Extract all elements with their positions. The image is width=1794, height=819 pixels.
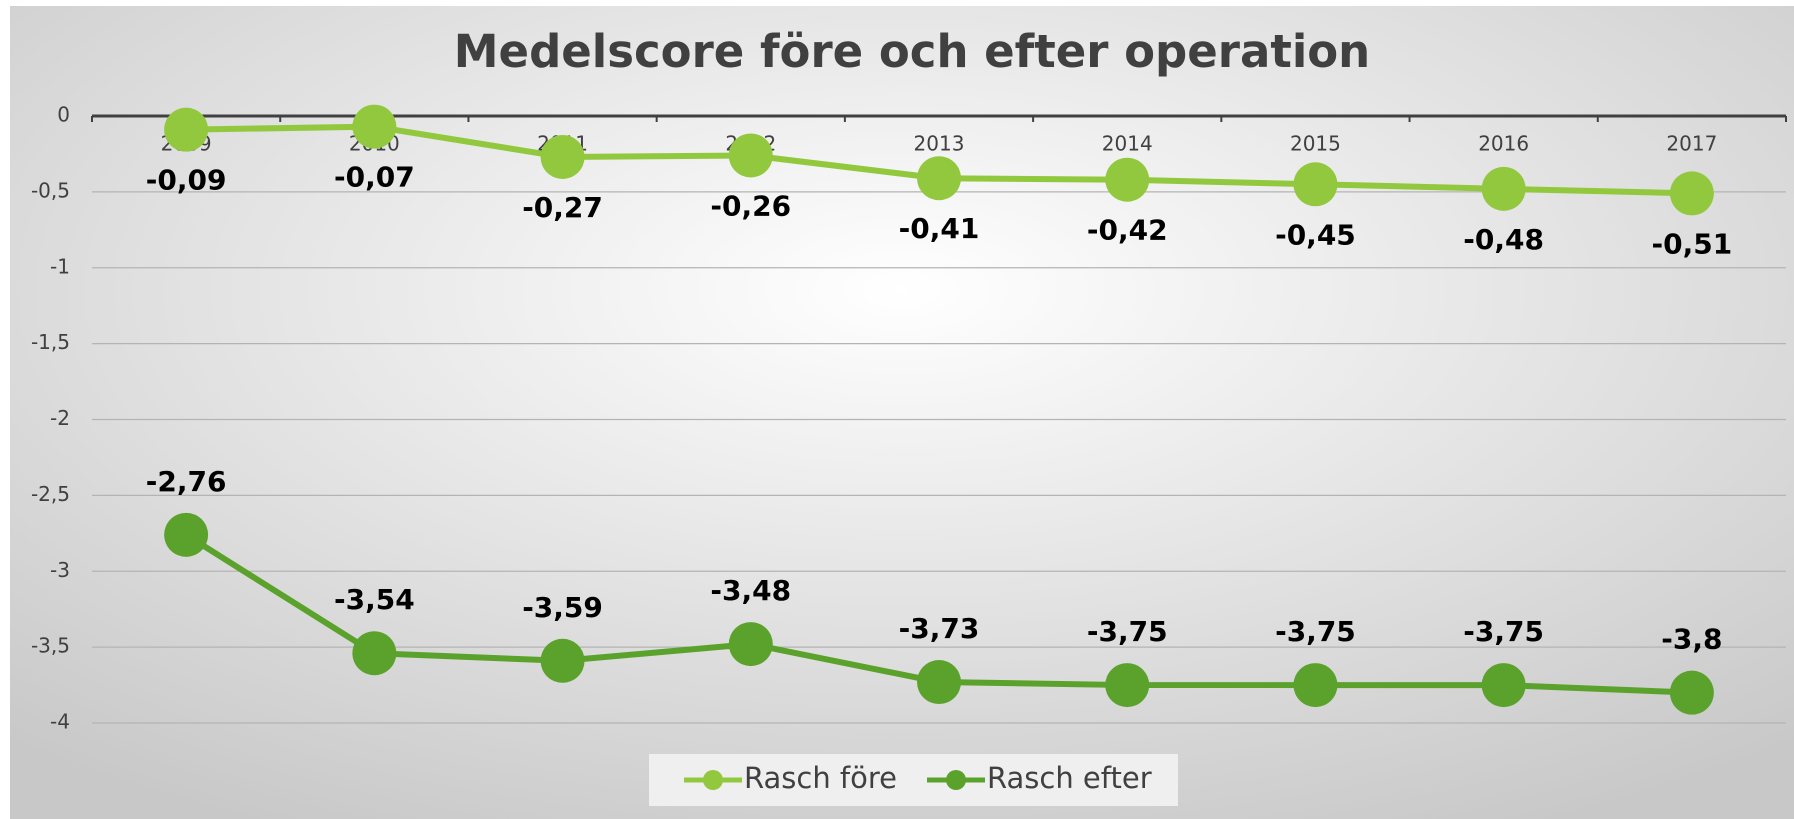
data-point [917,156,961,201]
data-label: -3,75 [1463,615,1544,648]
data-point [917,660,961,705]
data-point [352,631,397,676]
data-label: -3,54 [334,583,415,616]
data-label: -0,45 [1275,218,1356,251]
data-label: -3,48 [710,574,791,607]
data-label: -0,09 [146,164,227,197]
data-point [540,134,585,179]
data-point [1669,670,1714,715]
chart-title: Medelscore före och efter operation [454,25,1370,78]
data-point [164,512,209,557]
legend: Rasch före Rasch efter [649,754,1178,806]
x-tick-label: 2017 [1666,132,1717,156]
data-label: -3,75 [1275,615,1356,648]
y-tick-label: -1,5 [31,330,70,354]
y-tick-label: -3 [50,558,70,582]
data-point [1481,166,1526,211]
data-point [728,133,773,178]
y-tick-label: -3,5 [31,634,70,658]
data-label: -0,42 [1087,214,1168,247]
data-label: -0,41 [899,212,980,245]
data-point [1105,663,1150,708]
x-tick-label: 2015 [1290,132,1341,156]
data-point [1481,663,1526,708]
data-point [540,638,585,683]
data-point [1669,171,1714,216]
x-tick-label: 2016 [1478,132,1529,156]
data-point [1293,162,1338,207]
y-tick-label: -1 [50,254,70,278]
y-tick-label: -2,5 [31,482,70,506]
legend-label: Rasch före [744,761,897,795]
data-point [164,107,209,152]
data-point [728,622,773,667]
x-tick-label: 2013 [914,132,965,156]
data-label: -3,8 [1661,623,1722,656]
y-tick-label: -0,5 [31,178,70,202]
data-label: -0,51 [1652,227,1733,260]
data-label: -2,76 [146,465,227,498]
data-label: -3,59 [522,591,603,624]
data-label: -0,27 [522,191,603,224]
y-tick-label: 0 [57,103,70,127]
legend-swatch-dot [703,770,723,790]
data-label: -0,26 [710,189,791,222]
y-tick-label: -4 [50,710,70,734]
data-point [352,104,397,149]
x-tick-label: 2014 [1102,132,1153,156]
data-label: -3,73 [899,612,980,645]
data-label: -0,48 [1463,223,1544,256]
data-label: -3,75 [1087,615,1168,648]
legend-swatch-dot [946,770,966,790]
y-tick-label: -2 [50,406,70,430]
legend-label: Rasch efter [987,761,1152,795]
data-point [1105,157,1150,202]
data-label: -0,07 [334,161,415,194]
data-point [1293,663,1338,708]
